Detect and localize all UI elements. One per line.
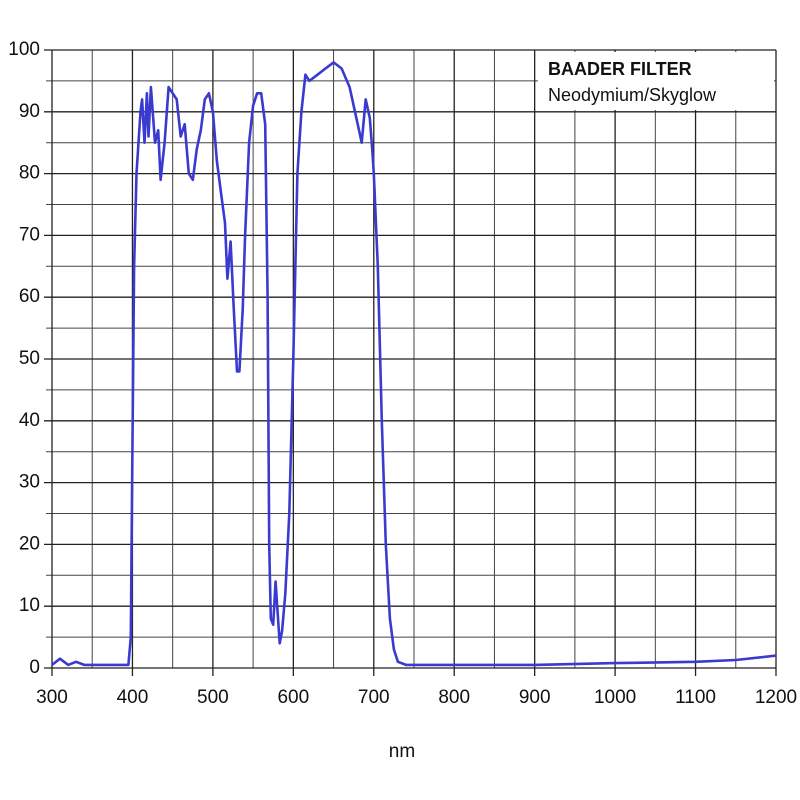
data-line [51, 61, 777, 667]
y-tick-label: 10 [19, 595, 40, 616]
x-tick-label: 500 [197, 687, 229, 708]
x-tick-label: 300 [36, 687, 68, 708]
y-tick-label: 0 [29, 657, 40, 678]
x-tick-label: 1100 [675, 687, 716, 708]
y-tick-label: 70 [19, 224, 40, 245]
y-tick-label: 80 [19, 163, 40, 184]
y-tick-label: 50 [19, 348, 40, 369]
chart-title: BAADER FILTER [548, 59, 692, 79]
y-tick-label: 40 [19, 410, 40, 431]
x-tick-label: 800 [438, 687, 470, 708]
chart-subtitle: Neodymium/Skyglow [548, 85, 717, 105]
y-tick-label: 30 [19, 472, 40, 493]
y-tick-label: 90 [19, 101, 40, 122]
y-tick-label: 20 [19, 533, 40, 554]
x-tick-label: 600 [277, 687, 309, 708]
annotation-box [538, 52, 774, 110]
x-tick-label: 400 [117, 687, 149, 708]
x-tick-label: 700 [358, 687, 390, 708]
y-tick-label: 100 [8, 39, 40, 60]
y-tick-label: 60 [19, 286, 40, 307]
x-tick-label: 1000 [594, 687, 636, 708]
x-axis-label: nm [389, 741, 415, 762]
x-tick-label: 900 [519, 687, 551, 708]
x-tick-label: 1200 [755, 687, 797, 708]
